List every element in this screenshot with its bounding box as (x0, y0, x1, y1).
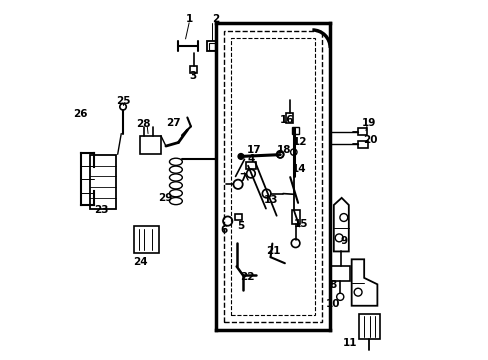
Bar (208, 43, 215, 50)
Text: 24: 24 (133, 257, 147, 267)
Text: 7: 7 (239, 173, 246, 183)
Text: 22: 22 (240, 272, 254, 282)
Bar (140, 136, 161, 154)
Text: 18: 18 (277, 145, 291, 155)
Text: 26: 26 (73, 109, 87, 119)
Text: 4: 4 (247, 154, 254, 164)
Text: 3: 3 (189, 71, 196, 81)
Bar (190, 66, 197, 73)
Bar (134, 226, 159, 253)
Bar (224, 31, 322, 322)
Bar (90, 155, 116, 208)
Bar (291, 210, 299, 224)
Text: 28: 28 (136, 118, 151, 129)
Text: 2: 2 (212, 14, 219, 24)
Bar (206, 41, 217, 51)
Bar (285, 113, 293, 123)
Text: 29: 29 (158, 193, 172, 203)
Bar (230, 38, 315, 315)
Text: 20: 20 (362, 135, 377, 145)
Text: 11: 11 (342, 338, 356, 348)
Text: 9: 9 (340, 237, 347, 247)
Text: 12: 12 (292, 138, 306, 148)
Bar (357, 141, 367, 148)
Text: 8: 8 (329, 280, 336, 290)
Bar (358, 314, 379, 339)
Bar (235, 213, 242, 220)
Text: 10: 10 (325, 299, 340, 309)
Text: 17: 17 (247, 145, 261, 155)
Text: 14: 14 (291, 164, 305, 174)
Text: 15: 15 (293, 219, 307, 229)
Text: 13: 13 (263, 195, 277, 204)
Text: 6: 6 (220, 225, 227, 235)
Bar (246, 162, 255, 169)
Text: 19: 19 (361, 118, 375, 128)
Text: 16: 16 (280, 115, 294, 125)
Text: 27: 27 (165, 118, 180, 128)
Text: 1: 1 (185, 14, 192, 24)
Circle shape (238, 154, 244, 159)
Bar (357, 128, 366, 135)
Text: 5: 5 (237, 221, 244, 231)
Bar (330, 266, 349, 281)
Text: 21: 21 (265, 247, 280, 256)
Bar (291, 127, 299, 134)
Text: 23: 23 (94, 205, 109, 215)
Text: 25: 25 (116, 96, 130, 107)
